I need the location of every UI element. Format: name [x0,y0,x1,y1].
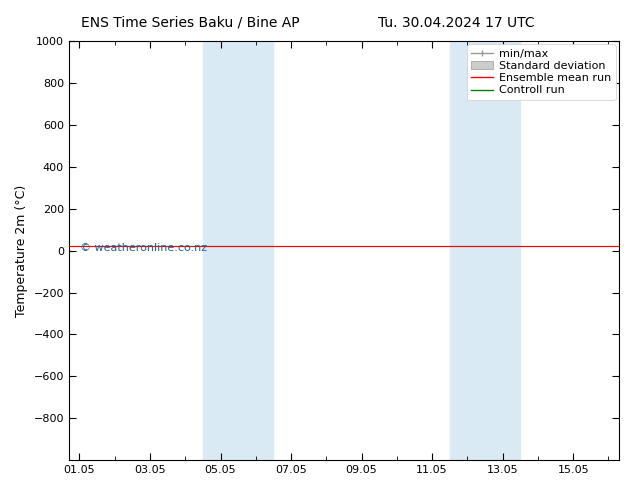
Text: Tu. 30.04.2024 17 UTC: Tu. 30.04.2024 17 UTC [378,16,535,30]
Legend: min/max, Standard deviation, Ensemble mean run, Controll run: min/max, Standard deviation, Ensemble me… [467,45,616,100]
Text: ENS Time Series Baku / Bine AP: ENS Time Series Baku / Bine AP [81,16,299,30]
Bar [450,41,521,460]
Text: © weatheronline.co.nz: © weatheronline.co.nz [80,244,207,253]
Y-axis label: Temperature 2m (°C): Temperature 2m (°C) [15,184,28,317]
Bar [203,41,273,460]
